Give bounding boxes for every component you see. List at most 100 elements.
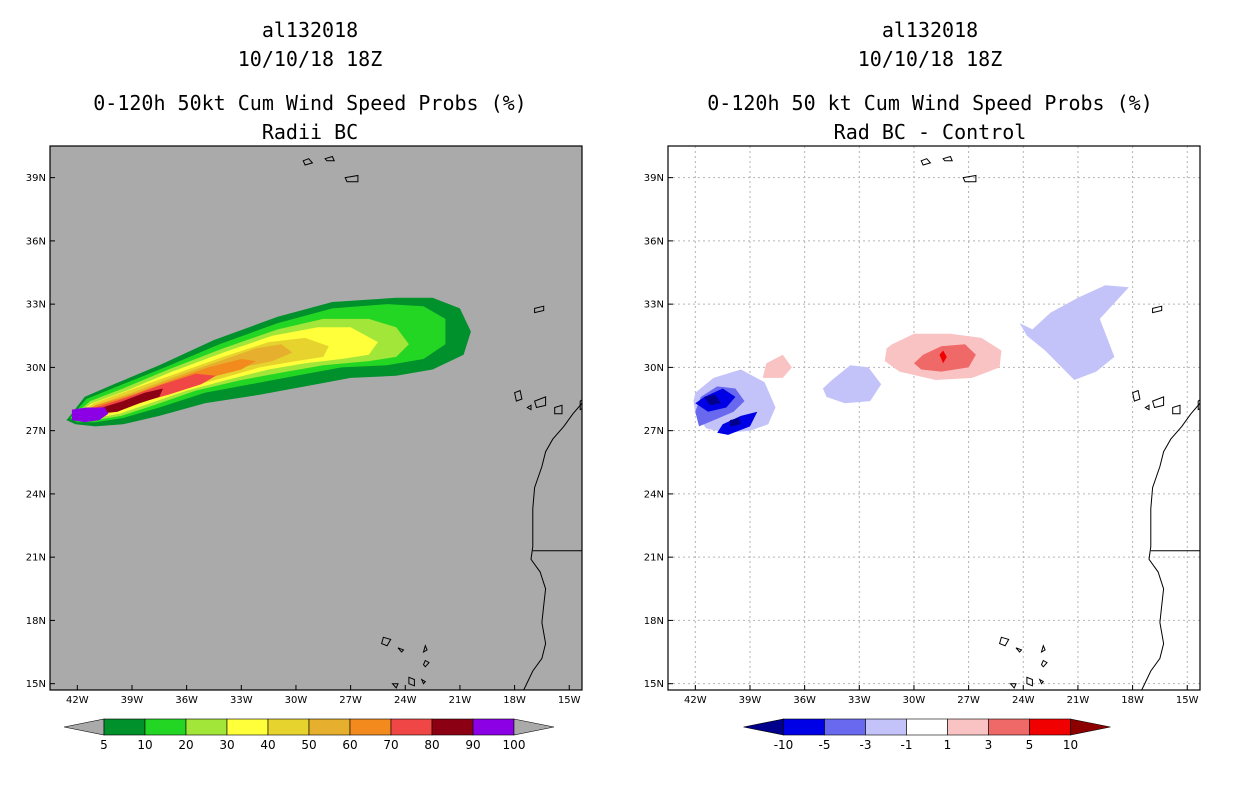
colorbar-extend-low <box>63 718 105 736</box>
x-tick-label: 33W <box>230 695 253 706</box>
colorbar-segment <box>1029 718 1071 736</box>
y-tick-label: 30N <box>26 363 46 374</box>
island-outline <box>302 158 314 166</box>
colorbar-segment <box>988 718 1030 736</box>
island-outline <box>422 644 428 654</box>
left-storm-id: al132018 <box>261 18 359 42</box>
island-outline <box>1040 644 1046 654</box>
island-outline <box>1009 683 1017 689</box>
colorbar-label: -3 <box>860 738 872 752</box>
island-outline <box>962 174 977 183</box>
x-tick-label: 36W <box>175 695 198 706</box>
africa-coastline <box>1141 402 1200 690</box>
y-tick-label: 33N <box>644 300 664 311</box>
right-chart-subtitle: Rad BC - Control <box>833 120 1027 144</box>
island-outline <box>422 659 430 668</box>
left-chart-subtitle: Radii BC <box>261 120 359 144</box>
x-tick-label: 30W <box>285 695 308 706</box>
y-tick-label: 39N <box>26 173 46 184</box>
colorbar-extend-high <box>513 718 555 736</box>
colorbar-segment <box>390 718 433 736</box>
y-tick-label: 15N <box>644 679 664 690</box>
x-tick-label: 18W <box>503 695 526 706</box>
island-outline <box>554 404 563 415</box>
colorbar-segment <box>472 718 515 736</box>
colorbar-extend-low <box>743 718 784 736</box>
colorbar-label: -5 <box>819 738 831 752</box>
island-outline <box>420 678 427 685</box>
y-tick-label: 39N <box>644 173 664 184</box>
colorbar-segment <box>267 718 310 736</box>
right-difference-map: 42W 39W 36W 33W 30W 27W 24W 21W 18W 15W 39N 36N 33N 3… <box>644 145 1201 752</box>
colorbar-label: -1 <box>901 738 913 752</box>
island-outline <box>408 676 415 687</box>
island-outline <box>1151 396 1165 409</box>
right-panel-title: al132018 10/10/18 18Z 0-120h 50 kt Cum W… <box>650 16 1210 147</box>
colorbar-label: 30 <box>219 738 234 752</box>
island-outline <box>1015 647 1023 653</box>
y-tick-label: 21N <box>26 553 46 564</box>
contour-level-neg10 <box>729 418 741 427</box>
island-outline <box>324 155 335 162</box>
colorbar-segment <box>185 718 228 736</box>
left-chart-title: 0-120h 50kt Cum Wind Speed Probs (%) <box>93 91 527 115</box>
y-tick-label: 36N <box>644 236 664 247</box>
right-storm-id: al132018 <box>881 18 979 42</box>
island-outline <box>534 305 545 314</box>
colorbar-label: 20 <box>178 738 193 752</box>
island-outline <box>1172 404 1181 415</box>
y-tick-label: 24N <box>644 489 664 500</box>
map-layers <box>66 155 582 690</box>
map-layers <box>668 146 1200 690</box>
x-tick-label: 42W <box>66 695 89 706</box>
africa-coastline <box>523 402 582 690</box>
colorbar-label: 90 <box>465 738 480 752</box>
island-outline <box>1040 659 1048 668</box>
colorbar-segment <box>103 718 146 736</box>
island-outline <box>533 396 547 409</box>
colorbar-label: 1 <box>944 738 952 752</box>
island-outline <box>1132 389 1141 402</box>
x-tick-label: 36W <box>793 695 816 706</box>
x-tick-label: 21W <box>449 695 472 706</box>
right-date: 10/10/18 18Z <box>857 47 1003 71</box>
map-frame <box>49 145 583 691</box>
colorbar-segment <box>144 718 187 736</box>
island-outline <box>579 399 582 411</box>
island-outline <box>1144 404 1150 411</box>
island-outline <box>526 404 532 411</box>
island-outline <box>942 155 953 162</box>
x-tick-label: 21W <box>1067 695 1090 706</box>
colorbar-label: 5 <box>100 738 108 752</box>
x-tick-label: 24W <box>1012 695 1035 706</box>
colorbar-label: 60 <box>342 738 357 752</box>
island-outline <box>1026 676 1033 687</box>
contour-level-90 <box>71 407 109 423</box>
colorbar-label: 40 <box>260 738 275 752</box>
x-tick-label: 39W <box>739 695 762 706</box>
left-panel-title: al132018 10/10/18 18Z 0-120h 50kt Cum Wi… <box>30 16 590 147</box>
island-outline <box>380 636 392 647</box>
x-tick-label: 15W <box>558 695 581 706</box>
colorbar-segment <box>865 718 907 736</box>
x-tick-label: 33W <box>848 695 871 706</box>
island-outline <box>998 636 1010 647</box>
colorbar-segment <box>783 718 825 736</box>
contour-level-neg1 <box>1019 285 1129 380</box>
x-tick-label: 18W <box>1121 695 1144 706</box>
island-outline <box>391 683 399 689</box>
island-outline <box>344 174 359 183</box>
y-tick-label: 15N <box>26 679 46 690</box>
colorbar-segment <box>947 718 989 736</box>
x-tick-label: 42W <box>684 695 707 706</box>
y-tick-label: 18N <box>644 616 664 627</box>
right-chart-title: 0-120h 50 kt Cum Wind Speed Probs (%) <box>707 91 1153 115</box>
x-tick-label: 27W <box>957 695 980 706</box>
island-outline <box>1152 305 1163 314</box>
island-outline <box>1038 678 1045 685</box>
map-frame <box>667 145 1201 691</box>
colorbar-label: 70 <box>383 738 398 752</box>
left-probability-map: 42W 39W 36W 33W 30W 27W 24W 21W 18W 15W 39N 36N 33N 3… <box>26 145 583 752</box>
x-tick-label: 39W <box>121 695 144 706</box>
contour-level-5 <box>939 350 947 364</box>
